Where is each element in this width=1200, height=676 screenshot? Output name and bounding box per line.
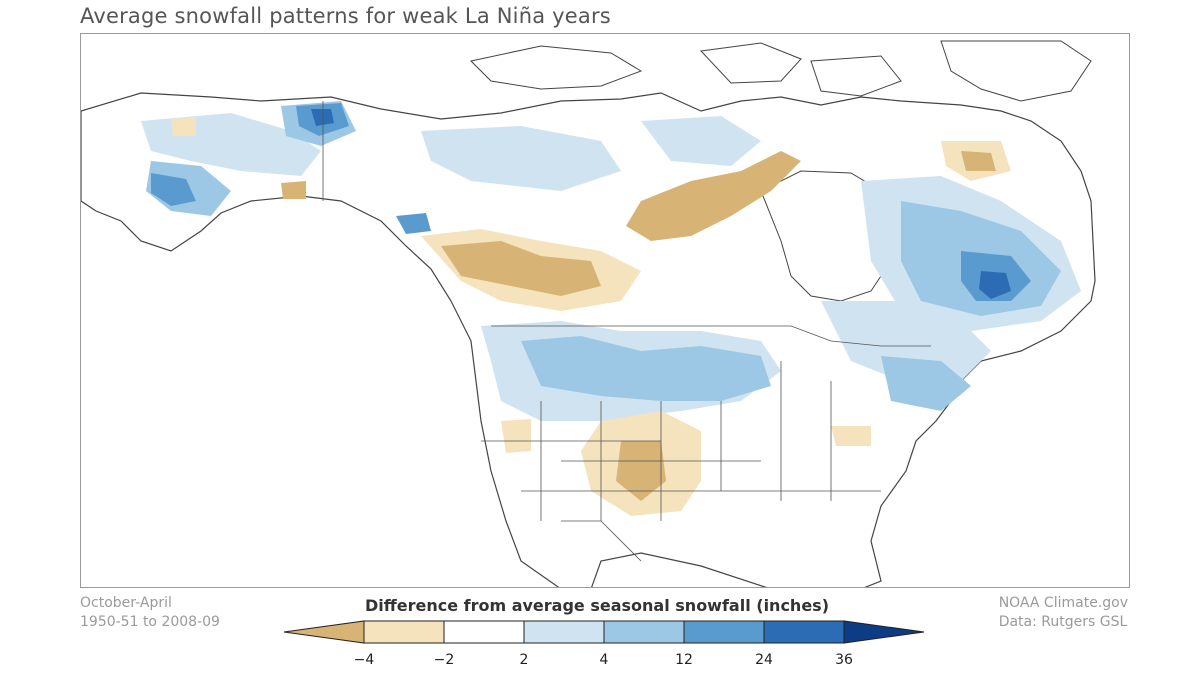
map-title: Average snowfall patterns for weak La Ni…: [80, 4, 611, 28]
anomaly-below-minus4: [281, 151, 996, 501]
snowfall-map-svg: [81, 40, 1096, 587]
credit-caption: NOAA Climate.gov Data: Rutgers GSL: [999, 594, 1128, 632]
time-period-caption: October-April 1950-51 to 2008-09: [80, 594, 220, 632]
anomaly-24-to-36: [311, 109, 1011, 299]
legend-bin-1: [363, 620, 445, 644]
credit-data: Data: Rutgers GSL: [998, 614, 1128, 630]
legend-tick-label: 24: [755, 652, 773, 668]
legend-tick-label: 12: [675, 652, 693, 668]
color-legend-bar: [283, 620, 925, 644]
legend-tick-label: −2: [433, 652, 455, 668]
legend-bin-0: [283, 620, 365, 644]
legend-bin-3: [523, 620, 605, 644]
period-months: October-April: [80, 595, 172, 611]
legend-bin-6: [763, 620, 845, 644]
period-years: 1950-51 to 2008-09: [80, 614, 220, 630]
political-boundaries: [322, 101, 931, 562]
legend-bin-2: [443, 620, 525, 644]
greenland: [940, 40, 1092, 102]
legend-title: Difference from average seasonal snowfal…: [365, 596, 830, 615]
snowfall-map: [80, 33, 1130, 588]
legend-tick-label: 36: [835, 652, 853, 668]
legend-tick-label: −4: [353, 652, 375, 668]
legend-bin-7: [843, 620, 925, 644]
arctic-islands: [469, 42, 902, 97]
legend-bin-5: [683, 620, 765, 644]
legend-bin-4: [603, 620, 685, 644]
legend-tick-label: 2: [519, 652, 529, 668]
credit-source: NOAA Climate.gov: [998, 595, 1128, 611]
legend-tick-label: 4: [599, 652, 609, 668]
